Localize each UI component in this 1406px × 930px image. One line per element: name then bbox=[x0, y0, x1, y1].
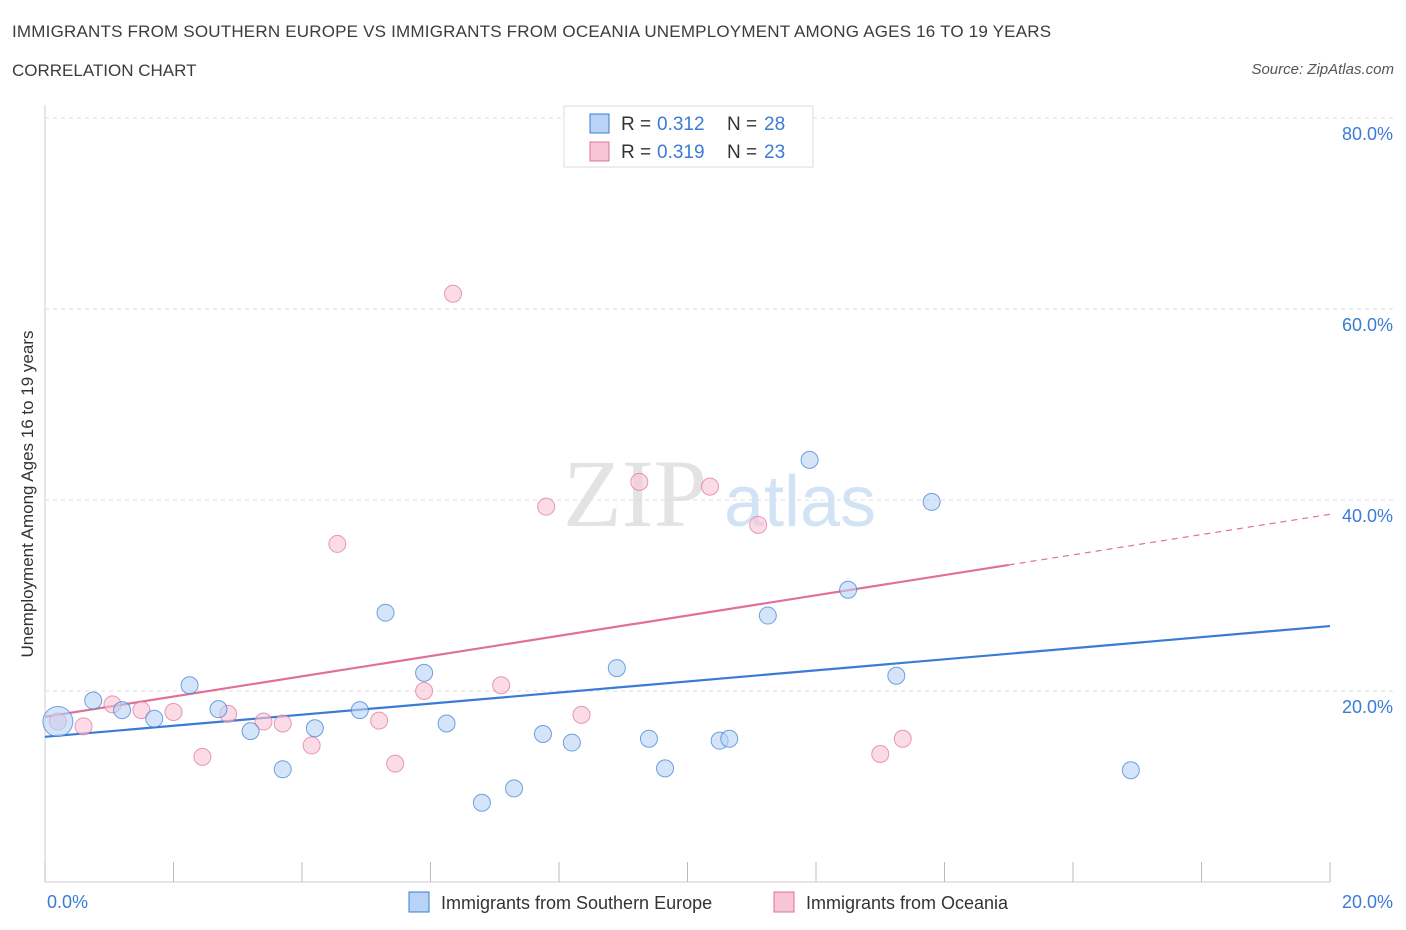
bottom-legend-label-oceania: Immigrants from Oceania bbox=[806, 893, 1009, 913]
point-southern-europe bbox=[607, 659, 626, 678]
point-oceania bbox=[302, 736, 321, 755]
legend-n-label: N = bbox=[727, 142, 757, 163]
bottom-legend-swatch-oceania bbox=[773, 891, 795, 913]
point-southern-europe bbox=[273, 760, 292, 779]
point-southern-europe bbox=[376, 603, 395, 622]
point-southern-europe bbox=[656, 759, 675, 778]
bottom-legend: Immigrants from Southern Europe Immigran… bbox=[408, 891, 1009, 913]
point-oceania bbox=[370, 711, 389, 730]
point-southern-europe bbox=[562, 733, 581, 752]
legend-r-label: R = bbox=[621, 114, 651, 135]
point-oceania bbox=[537, 497, 556, 516]
point-oceania bbox=[386, 754, 405, 773]
trend-lines bbox=[44, 513, 1331, 738]
x-tick-label: 0.0% bbox=[47, 892, 88, 912]
chart-title: IMMIGRANTS FROM SOUTHERN EUROPE VS IMMIG… bbox=[12, 22, 1052, 41]
y-tick-label: 60.0% bbox=[1342, 315, 1393, 335]
data-points bbox=[42, 284, 1140, 812]
point-oceania bbox=[193, 747, 212, 766]
legend-r-label: R = bbox=[621, 142, 651, 163]
trend-line bbox=[44, 624, 1331, 738]
point-oceania bbox=[572, 705, 591, 724]
point-southern-europe bbox=[800, 450, 819, 469]
point-oceania bbox=[871, 745, 890, 764]
legend-n-label: N = bbox=[727, 114, 757, 135]
point-southern-europe bbox=[839, 580, 858, 599]
y-tick-label: 80.0% bbox=[1342, 124, 1393, 144]
point-southern-europe bbox=[209, 700, 228, 719]
legend-r-value: 0.312 bbox=[657, 114, 705, 135]
point-oceania bbox=[893, 729, 912, 748]
point-oceania bbox=[415, 682, 434, 700]
point-southern-europe bbox=[437, 714, 456, 733]
point-oceania bbox=[630, 472, 649, 491]
point-southern-europe bbox=[639, 729, 658, 748]
x-tick-label: 20.0% bbox=[1342, 892, 1393, 912]
legend-n-value: 28 bbox=[764, 114, 785, 135]
bottom-legend-label-southern-europe: Immigrants from Southern Europe bbox=[441, 893, 712, 913]
point-oceania bbox=[164, 703, 183, 722]
trend-line-extension bbox=[1008, 513, 1331, 566]
legend-swatch-southern-europe bbox=[589, 113, 610, 134]
point-southern-europe bbox=[180, 676, 199, 695]
watermark-atlas: atlas bbox=[724, 462, 876, 542]
legend-n-value: 23 bbox=[764, 142, 785, 163]
point-southern-europe bbox=[305, 719, 324, 738]
axes bbox=[44, 105, 1331, 883]
point-southern-europe bbox=[720, 729, 739, 748]
point-oceania bbox=[74, 717, 93, 736]
point-southern-europe bbox=[145, 709, 164, 728]
gridlines bbox=[45, 117, 1395, 692]
point-southern-europe bbox=[533, 724, 552, 743]
point-southern-europe bbox=[84, 691, 103, 710]
point-oceania bbox=[254, 712, 273, 731]
legend-r-value: 0.319 bbox=[657, 142, 705, 163]
chart-subtitle: CORRELATION CHART bbox=[12, 61, 197, 80]
point-oceania bbox=[700, 477, 719, 496]
point-oceania bbox=[132, 701, 151, 720]
point-southern-europe bbox=[113, 701, 132, 720]
y-tick-label: 20.0% bbox=[1342, 697, 1393, 717]
point-southern-europe bbox=[241, 722, 260, 741]
tick-labels: 20.0% 40.0% 60.0% 80.0% 0.0% 20.0% bbox=[47, 124, 1393, 912]
point-southern-europe bbox=[505, 779, 524, 798]
point-oceania bbox=[492, 676, 511, 695]
point-southern-europe bbox=[922, 492, 941, 511]
point-southern-europe bbox=[350, 701, 369, 720]
point-southern-europe bbox=[472, 793, 491, 812]
point-oceania bbox=[273, 714, 292, 733]
y-axis-label: Unemployment Among Ages 16 to 19 years bbox=[18, 331, 37, 658]
top-legend: R = 0.312 N = 28 R = 0.319 N = 23 bbox=[563, 105, 814, 168]
point-oceania bbox=[443, 284, 462, 303]
point-southern-europe bbox=[887, 666, 906, 685]
point-southern-europe bbox=[1121, 761, 1140, 780]
point-southern-europe bbox=[415, 663, 434, 682]
legend-swatch-oceania bbox=[589, 141, 610, 162]
source-label: Source: ZipAtlas.com bbox=[1251, 61, 1394, 78]
y-tick-label: 40.0% bbox=[1342, 506, 1393, 526]
point-southern-europe bbox=[42, 706, 74, 738]
watermark-zip: ZIP bbox=[563, 440, 707, 547]
point-oceania bbox=[749, 515, 768, 534]
bottom-legend-swatch-southern-europe bbox=[408, 891, 430, 913]
point-southern-europe bbox=[758, 606, 777, 625]
point-oceania bbox=[328, 534, 347, 553]
